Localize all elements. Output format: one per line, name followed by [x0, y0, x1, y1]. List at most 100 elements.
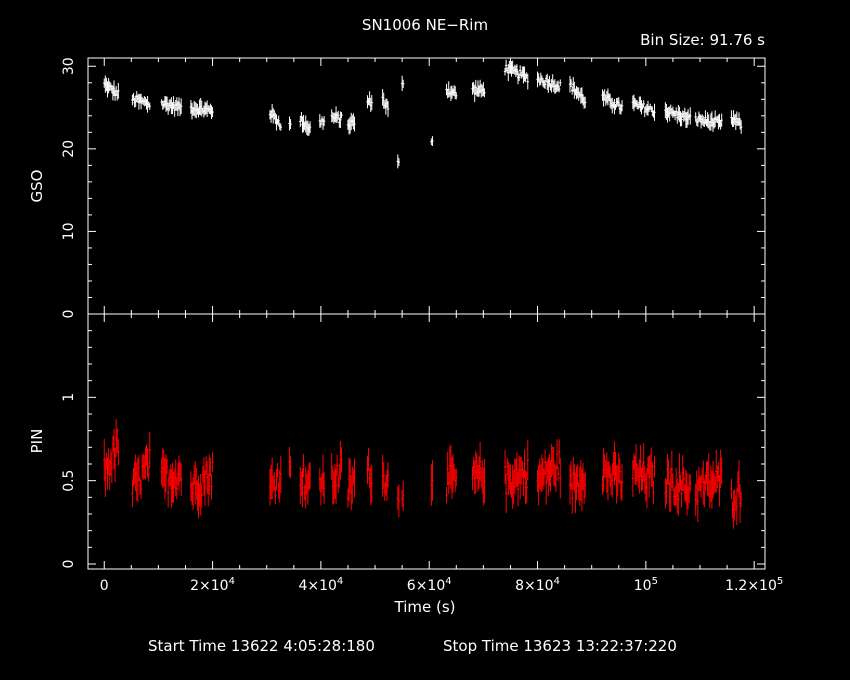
gso-data-point — [548, 75, 551, 87]
pin-data-point — [620, 464, 624, 501]
gso-data-point — [339, 111, 342, 129]
x-axis-label: Time (s) — [394, 598, 456, 616]
pin-data-point — [402, 480, 405, 511]
gso-data-point — [620, 100, 624, 112]
pin-data-point — [191, 477, 195, 510]
pin-data-point — [569, 461, 573, 490]
pin-data-point — [131, 479, 134, 508]
gso-data-point — [177, 97, 181, 109]
pin-data-point — [717, 461, 720, 482]
gso-data-point — [279, 123, 283, 131]
gso-data-point — [299, 115, 302, 128]
gso-data-point — [117, 82, 120, 99]
pin-data-point — [611, 463, 614, 498]
gso-data-point — [382, 92, 385, 109]
pin-data-point — [739, 491, 743, 508]
pin-data-point — [503, 450, 507, 484]
pin-data-point — [273, 471, 276, 491]
pin-data-point — [166, 478, 170, 508]
pin-data-point — [175, 477, 179, 500]
pin-data-point — [353, 458, 356, 498]
x-tick-label: 8×104 — [515, 576, 560, 594]
gso-data-point — [642, 100, 645, 108]
gso-data-point — [680, 112, 683, 127]
pin-data-point — [554, 465, 558, 492]
gso-data-point — [277, 115, 280, 126]
pin-data-point — [516, 471, 520, 507]
x-tick-label: 2×104 — [190, 576, 235, 594]
gso-y-tick-label: 20 — [61, 140, 77, 158]
gso-data-point — [526, 73, 529, 90]
pin-panel-frame — [87, 313, 766, 570]
pin-y-tick-label: 0.5 — [61, 470, 77, 492]
pin-data-point — [703, 479, 706, 508]
pin-data-point — [631, 460, 635, 497]
pin-data-point — [555, 439, 559, 470]
gso-data-point — [689, 107, 692, 125]
pin-data-point — [367, 447, 370, 472]
pin-data-point — [334, 468, 338, 504]
pin-data-point — [523, 449, 526, 479]
x-tick-label: 6×104 — [407, 576, 452, 594]
gso-data-point — [704, 110, 707, 125]
gso-data-point — [504, 59, 508, 72]
pin-data-point — [606, 461, 610, 501]
pin-data-point — [104, 458, 107, 497]
gso-data-point — [517, 73, 521, 81]
gso-data-point — [148, 102, 151, 110]
gso-data-point — [543, 79, 547, 89]
pin-data-point — [478, 441, 482, 481]
gso-data-point — [402, 79, 405, 89]
pin-data-point — [665, 479, 668, 505]
gso-y-tick-label: 10 — [61, 223, 77, 241]
start-time-label: Start Time 13622 4:05:28:180 — [148, 637, 375, 655]
pin-data-point — [515, 452, 519, 487]
pin-data-point — [200, 482, 203, 508]
pin-data-point — [696, 479, 700, 523]
pin-data-point — [544, 461, 548, 505]
pin-data-point — [504, 473, 508, 513]
gso-data-point — [132, 93, 135, 101]
gso-data-point — [515, 64, 519, 76]
gso-data-point — [337, 110, 340, 120]
gso-data-point — [179, 98, 183, 114]
gso-data-point — [557, 86, 561, 93]
gso-data-point — [308, 121, 312, 134]
gso-data-point — [503, 67, 507, 76]
gso-axis-label: GSO — [28, 170, 46, 203]
gso-data-point — [386, 101, 390, 117]
x-tick-label: 0 — [100, 578, 109, 594]
pin-data-point — [699, 475, 703, 498]
pin-data-point — [653, 455, 656, 478]
pin-data-point — [483, 459, 486, 504]
pin-data-point — [139, 479, 143, 499]
gso-data-point — [653, 103, 656, 121]
pin-data-point — [308, 461, 312, 489]
gso-data-point — [739, 120, 743, 134]
pin-data-point — [137, 455, 141, 482]
pin-data-point — [639, 445, 642, 478]
pin-data-point — [570, 482, 574, 514]
pin-data-point — [209, 457, 212, 477]
pin-data-point — [335, 454, 339, 476]
pin-data-point — [431, 460, 434, 501]
pin-data-point — [340, 447, 343, 473]
pin-data-point — [678, 453, 681, 493]
x-tick-label: 4×104 — [298, 576, 343, 594]
stop-time-label: Stop Time 13623 13:22:37:220 — [443, 637, 677, 655]
pin-data-point — [682, 467, 685, 492]
pin-data-point — [522, 469, 525, 496]
pin-data-point — [279, 455, 283, 493]
gso-data-point — [518, 65, 522, 76]
pin-data-point — [397, 484, 401, 518]
pin-data-point — [526, 439, 529, 481]
pin-data-point — [707, 453, 710, 497]
chart-title: SN1006 NE−Rim — [362, 16, 488, 34]
pin-data-point — [718, 474, 721, 507]
pin-data-point — [720, 457, 723, 485]
pin-data-point — [274, 486, 277, 505]
gso-data-point — [694, 112, 697, 122]
gso-data-point — [322, 116, 326, 127]
gso-ticks: 0 10 20 30 — [61, 57, 765, 318]
